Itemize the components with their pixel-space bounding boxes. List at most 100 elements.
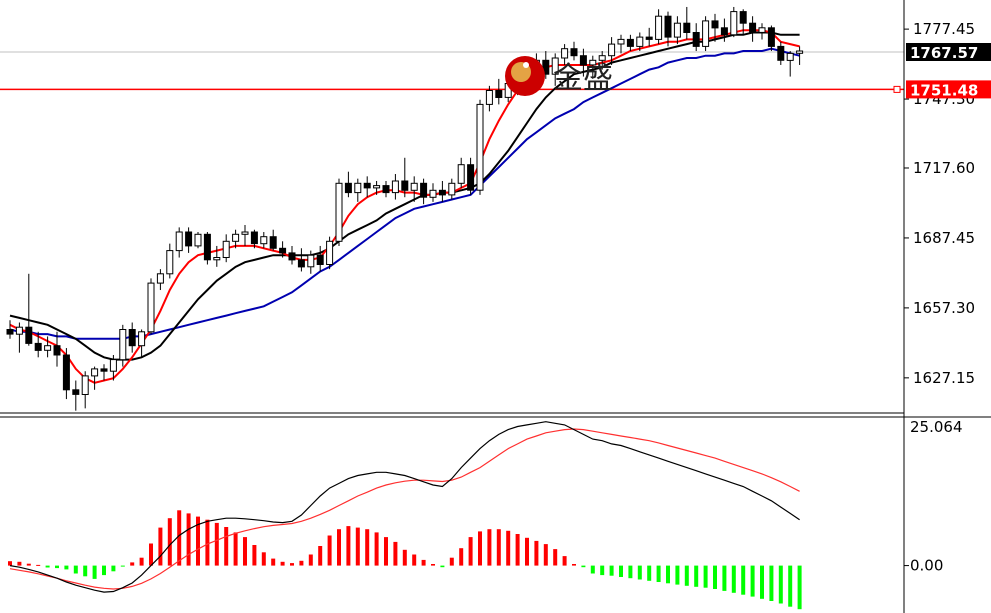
candle — [119, 324, 127, 367]
candle-body — [326, 240, 334, 266]
candle — [457, 157, 465, 188]
macd-histogram-bar — [581, 565, 586, 568]
candle-body — [476, 103, 484, 191]
candle-body — [53, 345, 61, 356]
candle-body — [138, 331, 146, 347]
macd-histogram-bar — [562, 556, 567, 566]
macd-signal-line — [9, 428, 800, 590]
candle — [232, 229, 240, 249]
price-tick-label: 1657.30 — [913, 299, 975, 317]
candle-body — [617, 38, 625, 45]
macd-histogram-bar — [694, 565, 699, 587]
candle-body — [109, 359, 117, 372]
candle-body — [100, 368, 108, 372]
candle-body — [373, 185, 381, 189]
candle — [34, 331, 42, 358]
candle — [786, 51, 794, 77]
macd-histogram-bar — [412, 554, 417, 566]
candle — [598, 51, 606, 70]
candle-body — [655, 15, 663, 40]
macd-histogram-bar — [355, 527, 360, 566]
macd-histogram-bar — [637, 565, 642, 580]
candle-body — [401, 180, 409, 191]
macd-tick-label: 25.064 — [910, 418, 963, 436]
macd-tick-label: 0.00 — [910, 557, 943, 575]
macd-histogram-bar — [158, 527, 163, 566]
macd-histogram-bar — [346, 526, 351, 566]
macd-histogram-bar — [73, 565, 78, 574]
candle-body — [636, 36, 644, 47]
macd-histogram-bar — [17, 561, 22, 566]
candle — [476, 99, 484, 195]
candle-body — [147, 282, 155, 333]
price-axis: 1777.451747.301717.601687.451657.301627.… — [904, 20, 975, 387]
candle-body — [796, 50, 804, 54]
candle-body — [749, 22, 757, 34]
candle — [617, 34, 625, 54]
candle — [6, 320, 14, 339]
macd-histogram-bar — [214, 522, 219, 566]
candle-body — [335, 182, 343, 242]
level-flag-label: 1751.48 — [910, 81, 978, 99]
candle-body — [213, 257, 221, 261]
macd-histogram-bar — [261, 552, 266, 566]
macd-histogram-bar — [675, 565, 680, 585]
candle — [260, 232, 268, 249]
macd-histogram-bar — [421, 559, 426, 566]
macd-histogram-bar — [760, 565, 764, 599]
candle-body — [297, 259, 305, 268]
candle — [288, 245, 296, 265]
candle — [15, 322, 23, 353]
candle — [354, 178, 362, 202]
macd-histogram — [8, 510, 802, 610]
macd-histogram-bar — [167, 518, 172, 566]
candle-body — [128, 329, 136, 347]
candle — [448, 178, 456, 200]
macd-histogram-bar — [647, 565, 652, 581]
candle-body — [579, 55, 587, 66]
macd-histogram-bar — [8, 561, 12, 566]
candle — [410, 176, 418, 202]
candle — [702, 16, 710, 52]
candle — [608, 37, 616, 65]
macd-histogram-bar — [440, 565, 445, 568]
macd-histogram-bar — [83, 565, 88, 577]
level-flag — [906, 80, 991, 99]
candle-body — [551, 57, 559, 75]
macd-histogram-bar — [600, 565, 605, 576]
candle — [579, 48, 587, 77]
macd-histogram-bar — [384, 537, 388, 566]
candle — [138, 329, 146, 358]
candle — [626, 34, 634, 52]
candle-body — [382, 185, 390, 194]
macd-histogram-bar — [684, 565, 689, 586]
macd-histogram-bar — [337, 529, 341, 566]
candle — [307, 250, 315, 274]
candle-body — [44, 345, 52, 351]
price-tick-label: 1687.45 — [913, 229, 975, 247]
macd-histogram-bar — [496, 529, 501, 566]
macd-histogram-bar — [628, 565, 633, 579]
candle-body — [664, 15, 672, 38]
macd-histogram-bar — [308, 554, 313, 566]
macd-histogram-bar — [703, 565, 708, 588]
candle-body — [467, 164, 475, 191]
candle-body — [608, 43, 616, 57]
candle — [438, 180, 446, 202]
candle — [316, 245, 324, 272]
candle — [777, 41, 785, 65]
macd-histogram-bar — [224, 527, 229, 566]
macd-histogram-bar — [139, 557, 144, 566]
macd-histogram-bar — [769, 565, 774, 601]
candle-body — [15, 326, 23, 335]
macd-histogram-bar — [252, 545, 257, 566]
candle-body — [786, 52, 794, 61]
macd-histogram-bar — [750, 565, 755, 597]
candle — [495, 78, 503, 105]
candle — [166, 243, 174, 279]
candle-body — [457, 164, 465, 184]
macd-histogram-bar — [487, 529, 492, 566]
candle-body — [645, 36, 653, 40]
candle-body — [185, 231, 193, 247]
